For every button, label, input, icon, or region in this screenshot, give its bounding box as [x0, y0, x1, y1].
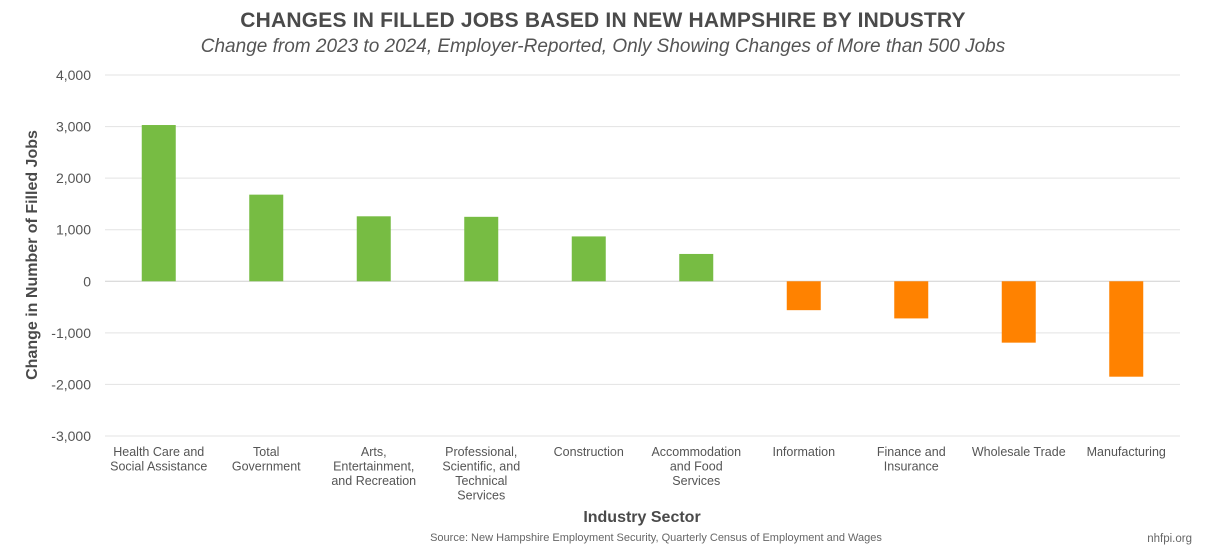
- chart-subtitle: Change from 2023 to 2024, Employer-Repor…: [200, 36, 1006, 57]
- bar: [679, 253, 714, 282]
- y-tick-label: -1,000: [51, 325, 91, 341]
- y-tick-label: 1,000: [56, 222, 91, 238]
- x-category-label: Manufacturing: [1087, 445, 1166, 459]
- y-tick-label: 0: [83, 273, 91, 289]
- bar: [786, 281, 821, 311]
- x-category-label: Wholesale Trade: [972, 445, 1066, 459]
- bar: [1001, 281, 1036, 343]
- y-axis-title: Change in Number of Filled Jobs: [24, 130, 41, 380]
- y-tick-label: 3,000: [56, 119, 91, 135]
- chart-title: CHANGES IN FILLED JOBS BASED IN NEW HAMP…: [240, 9, 966, 32]
- bar: [1109, 281, 1144, 377]
- x-category-label: Arts, Entertainment, and Recreation: [331, 445, 416, 488]
- x-category-label: Information: [772, 445, 835, 459]
- x-category-label: Health Care and Social Assistance: [110, 445, 207, 474]
- bar: [249, 194, 284, 282]
- x-category-label: Professional, Scientific, and Technical Ser…: [442, 445, 520, 503]
- gridlines: [105, 74, 1180, 437]
- brand-link[interactable]: nhfpi.org: [1147, 533, 1192, 545]
- x-category-label: Construction: [554, 445, 624, 459]
- y-axis-ticks: 4,000 3,000 2,000 1,000 0 -1,000 -2,000 -3,000: [51, 67, 91, 444]
- y-tick-label: -2,000: [51, 376, 91, 392]
- bar: [356, 216, 391, 282]
- bar: [464, 216, 499, 282]
- x-axis-title: Industry Sector: [583, 509, 700, 526]
- x-axis-categories: Health Care and Social Assistance Total Gov…: [110, 445, 1166, 503]
- bar: [141, 125, 176, 282]
- x-category-label: Accommodation and Food Services: [651, 445, 741, 488]
- source-note: Source: New Hampshire Employment Securit…: [430, 532, 882, 544]
- y-tick-label: 4,000: [56, 67, 91, 83]
- bars: [141, 125, 1144, 377]
- x-category-label: Total Government: [232, 445, 301, 474]
- y-tick-label: -3,000: [51, 428, 91, 444]
- bar: [894, 281, 929, 319]
- y-tick-label: 2,000: [56, 170, 91, 186]
- bar: [571, 236, 606, 282]
- x-category-label: Finance and Insurance: [877, 445, 946, 474]
